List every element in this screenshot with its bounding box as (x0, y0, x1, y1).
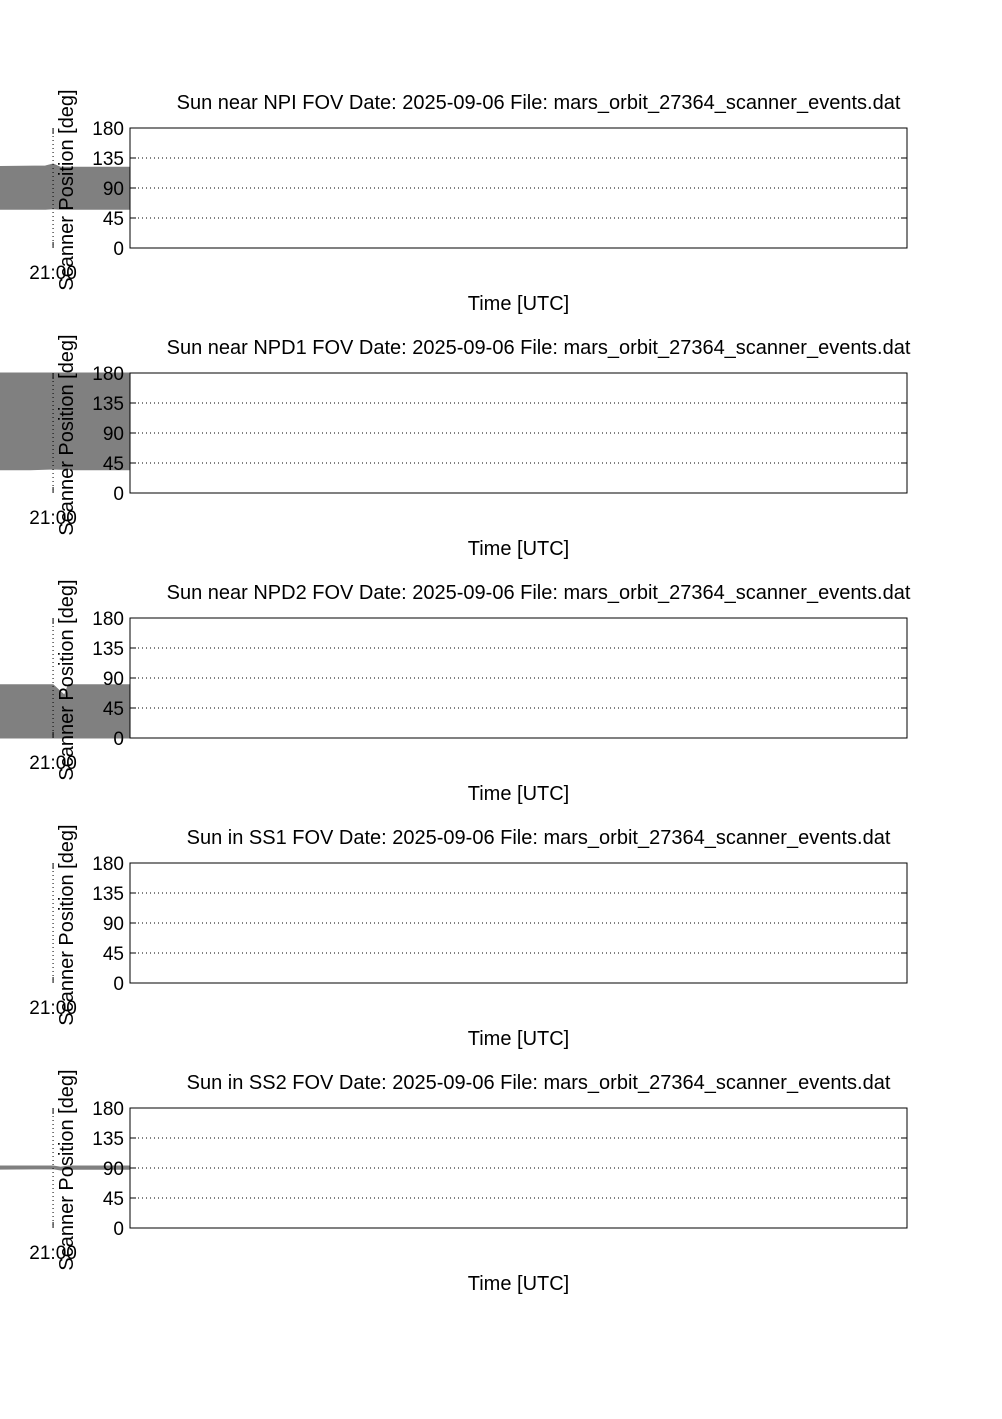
x-tick-label: 21:00 (29, 998, 77, 1019)
y-tick-label: 0 (113, 239, 124, 260)
y-tick-label: 90 (103, 1159, 124, 1180)
area-series-1 (0, 372, 131, 471)
y-axis-label: Scanner Position [deg] (56, 579, 78, 780)
y-tick-label: 135 (92, 149, 124, 170)
y-tick-label: 90 (103, 424, 124, 445)
x-axis-label: Time [UTC] (468, 783, 569, 805)
x-tick-label: 21:00 (29, 508, 77, 529)
area-series-1 (0, 684, 131, 739)
y-tick-label: 180 (92, 609, 124, 630)
y-tick-label: 135 (92, 394, 124, 415)
y-tick-label: 90 (103, 914, 124, 935)
y-tick-label: 0 (113, 974, 124, 995)
x-axis-label: Time [UTC] (468, 538, 569, 560)
y-axis-label: Scanner Position [deg] (56, 334, 78, 535)
y-tick-label: 180 (92, 1099, 124, 1120)
chart-title: Sun in SS1 FOV Date: 2025-09-06 File: ma… (187, 827, 891, 849)
chart-title: Sun near NPI FOV Date: 2025-09-06 File: … (177, 92, 901, 114)
x-axis-label: Time [UTC] (468, 1273, 569, 1295)
y-tick-label: 0 (113, 1219, 124, 1240)
y-tick-label: 180 (92, 364, 124, 385)
chart-title: Sun near NPD1 FOV Date: 2025-09-06 File:… (167, 337, 911, 359)
area-series-1 (0, 1165, 131, 1171)
x-axis-label: Time [UTC] (468, 293, 569, 315)
y-tick-label: 0 (113, 484, 124, 505)
y-tick-label: 135 (92, 1129, 124, 1150)
y-axis-label: Scanner Position [deg] (56, 1069, 78, 1270)
x-tick-label: 21:00 (29, 1243, 77, 1264)
y-tick-label: 45 (103, 944, 124, 965)
y-tick-label: 135 (92, 884, 124, 905)
y-tick-label: 90 (103, 669, 124, 690)
chart-title: Sun near NPD2 FOV Date: 2025-09-06 File:… (167, 582, 911, 604)
y-axis-label: Scanner Position [deg] (56, 824, 78, 1025)
y-tick-label: 45 (103, 699, 124, 720)
y-tick-label: 45 (103, 209, 124, 230)
y-axis-label: Scanner Position [deg] (56, 89, 78, 290)
y-tick-label: 45 (103, 454, 124, 475)
y-tick-label: 180 (92, 854, 124, 875)
chart-title: Sun in SS2 FOV Date: 2025-09-06 File: ma… (187, 1072, 891, 1094)
y-tick-label: 90 (103, 179, 124, 200)
x-axis-label: Time [UTC] (468, 1028, 569, 1050)
x-tick-label: 21:00 (29, 263, 77, 284)
area-series-1 (0, 163, 131, 210)
x-tick-label: 21:00 (29, 753, 77, 774)
y-tick-label: 180 (92, 119, 124, 140)
y-tick-label: 45 (103, 1189, 124, 1210)
y-tick-label: 135 (92, 639, 124, 660)
y-tick-label: 0 (113, 729, 124, 750)
